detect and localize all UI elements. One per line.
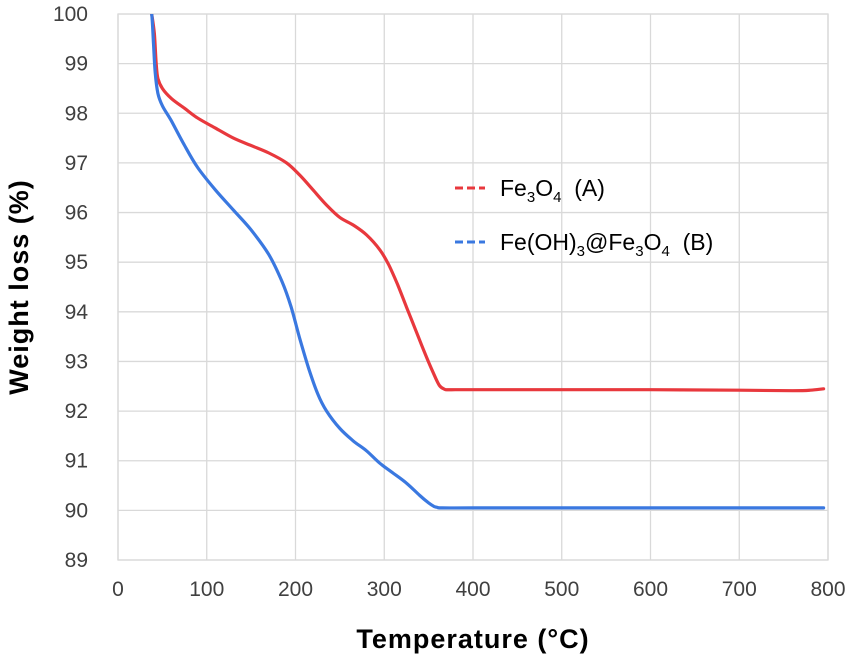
plot-frame <box>117 13 829 561</box>
legend-label: Fe3O4 (A) <box>500 175 605 206</box>
x-tick-label: 600 <box>633 578 668 601</box>
x-tick-label: 700 <box>722 578 757 601</box>
y-tick-label: 94 <box>65 301 89 324</box>
y-tick-label: 99 <box>65 53 88 76</box>
legend-label-part: Fe <box>500 175 527 201</box>
y-axis-title: Weight loss (%) <box>4 179 34 395</box>
legend-label-part: 3 <box>527 189 535 206</box>
axes: 0 100 200 300 400 500 600 700 800 89 90 91 92 93 94 95 9… <box>53 3 846 601</box>
x-axis-title: Temperature (°C) <box>356 624 589 654</box>
x-tick-label: 400 <box>455 578 490 601</box>
y-tick-label: 91 <box>65 450 88 473</box>
legend-label-part: @Fe <box>585 229 635 255</box>
series-line-a <box>150 14 826 393</box>
y-tick-label: 92 <box>65 400 88 423</box>
legend: Fe3O4 (A)Fe(OH)3@Fe3O4 (B) <box>455 175 713 260</box>
legend-label-part: 3 <box>577 243 585 260</box>
legend-label-part: (A) <box>561 175 604 201</box>
series-line-b <box>150 14 826 510</box>
legend-label-part: Fe(OH) <box>500 229 577 255</box>
y-tick-label: 98 <box>65 102 88 125</box>
legend-label: Fe(OH)3@Fe3O4 (B) <box>500 229 713 260</box>
legend-label-part: O <box>644 229 662 255</box>
legend-label-part: O <box>535 175 553 201</box>
y-tick-label: 93 <box>65 350 88 373</box>
y-tick-label: 97 <box>65 152 88 175</box>
legend-label-part: 3 <box>635 243 643 260</box>
x-tick-label: 100 <box>189 578 224 601</box>
x-tick-label: 200 <box>278 578 313 601</box>
legend-label-part: 4 <box>553 189 561 206</box>
y-tick-label: 96 <box>65 202 88 225</box>
y-tick-label: 95 <box>65 251 88 274</box>
y-tick-label: 89 <box>65 549 88 572</box>
series-lines <box>150 14 826 510</box>
x-tick-label: 300 <box>367 578 402 601</box>
y-tick-label: 90 <box>65 499 88 522</box>
x-tick-label: 500 <box>544 578 579 601</box>
x-tick-label: 800 <box>810 578 845 601</box>
x-tick-label: 0 <box>112 578 124 601</box>
legend-label-part: (B) <box>670 229 713 255</box>
y-tick-label: 100 <box>53 3 88 26</box>
legend-label-part: 4 <box>661 243 669 260</box>
gridlines <box>117 13 829 561</box>
